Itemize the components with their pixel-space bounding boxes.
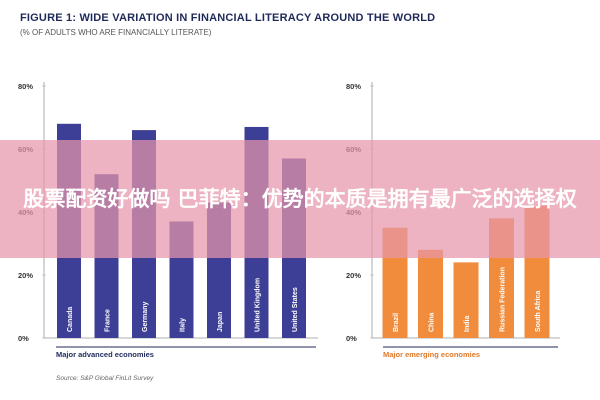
- bar-label-brazil: Brazil: [393, 313, 400, 332]
- bar-label-south-africa: South Africa: [535, 291, 542, 332]
- y-tick-label: 80%: [346, 82, 361, 91]
- group-label-major-advanced-economies: Major advanced economies: [56, 350, 154, 359]
- bar-label-italy: Italy: [180, 318, 187, 332]
- chart-title: FIGURE 1: WIDE VARIATION IN FINANCIAL LI…: [20, 12, 436, 24]
- bar-label-canada: Canada: [67, 307, 74, 332]
- bar-label-united-states: United States: [292, 287, 299, 332]
- bar-label-japan: Japan: [217, 312, 224, 332]
- y-tick-label: 80%: [18, 82, 33, 91]
- banner-overlay: 股票配资好做吗 巴菲特：优势的本质是拥有最广泛的选择权: [0, 140, 600, 258]
- bar-label-russian-federation: Russian Federation: [500, 267, 507, 332]
- bar-china: [418, 249, 443, 338]
- y-tick-label: 0%: [346, 334, 357, 343]
- bar-label-united-kingdom: United Kingdom: [255, 278, 262, 332]
- bar-label-india: India: [464, 316, 471, 332]
- y-tick-label: 0%: [18, 334, 29, 343]
- y-tick-label: 20%: [18, 271, 33, 280]
- bar-label-china: China: [429, 312, 436, 332]
- banner-text: 股票配资好做吗 巴菲特：优势的本质是拥有最广泛的选择权: [23, 187, 577, 211]
- bar-label-france: France: [105, 309, 112, 332]
- source-note: Source: S&P Global FinLit Survey: [56, 375, 154, 382]
- bar-india: [453, 262, 479, 338]
- bar-label-germany: Germany: [142, 302, 149, 332]
- y-tick-label: 20%: [346, 271, 361, 280]
- group-label-major-emerging-economies: Major emerging economies: [383, 350, 480, 359]
- chart-subtitle: (% OF ADULTS WHO ARE FINANCIALLY LITERAT…: [20, 28, 212, 37]
